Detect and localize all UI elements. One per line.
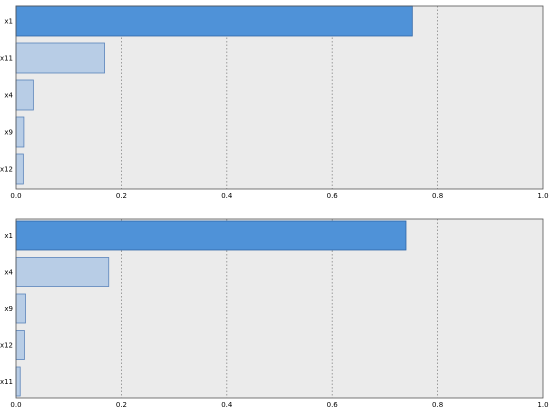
bar-x1	[15, 220, 407, 251]
x-tick-label: 0.2	[116, 401, 127, 409]
x-tick-label: 0.0	[10, 401, 21, 409]
x-tick-label: 0.0	[10, 192, 21, 200]
category-label-x9: x9	[4, 305, 13, 313]
category-label-x4: x4	[4, 92, 13, 100]
chart-panel-top: x1 x11 x4 x9 x12 0.0 0.2 0.4 0.6 0.8 1.0	[0, 5, 549, 200]
plot-border	[15, 218, 544, 399]
category-label-x11: x11	[0, 378, 13, 386]
bar-x9	[15, 116, 25, 148]
bar-x4	[15, 257, 110, 287]
x-tick-label: 1.0	[537, 192, 548, 200]
category-label-x9: x9	[4, 129, 13, 137]
category-label-x12: x12	[0, 166, 13, 174]
bar-x9	[15, 293, 26, 324]
x-tick-label: 0.4	[221, 401, 233, 409]
bar-x11	[15, 366, 21, 397]
x-tick-label: 0.6	[327, 192, 339, 200]
x-tick-label: 0.4	[221, 192, 233, 200]
category-label-x4: x4	[4, 269, 13, 277]
chart-panel-bottom: x1 x4 x9 x12 x11 0.0 0.2 0.4 0.6 0.8 1.0	[0, 218, 549, 409]
x-tick-label: 0.2	[116, 192, 127, 200]
x-tick-label: 0.6	[327, 401, 339, 409]
plot-border	[15, 5, 544, 190]
bar-x4	[15, 79, 34, 111]
x-tick-label: 0.8	[432, 401, 443, 409]
category-label-x1: x1	[4, 232, 13, 240]
category-label-x1: x1	[4, 18, 13, 26]
plot-area	[16, 6, 543, 189]
bar-x1	[15, 5, 413, 37]
bar-x12	[15, 330, 25, 360]
category-label-x11: x11	[0, 55, 13, 63]
bar-x11	[15, 42, 105, 74]
x-tick-label: 0.8	[432, 192, 443, 200]
category-label-x12: x12	[0, 342, 13, 350]
bar-x12	[15, 153, 24, 185]
x-tick-label: 1.0	[537, 401, 548, 409]
